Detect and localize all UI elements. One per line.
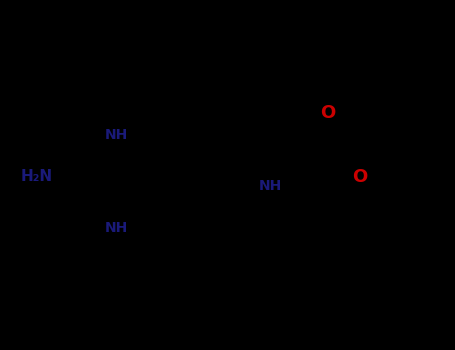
Text: NH: NH xyxy=(104,220,128,234)
Text: O: O xyxy=(320,105,335,122)
Text: NH: NH xyxy=(104,128,128,142)
Text: NH: NH xyxy=(259,178,283,192)
Text: H₂N: H₂N xyxy=(20,169,52,184)
Text: O: O xyxy=(352,168,367,186)
